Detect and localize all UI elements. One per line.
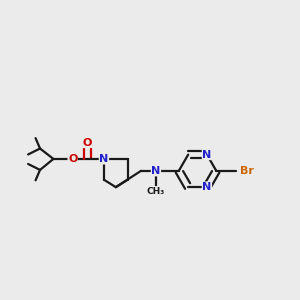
Text: N: N (151, 166, 160, 176)
Text: N: N (99, 154, 109, 164)
Text: N: N (202, 182, 212, 192)
Text: Br: Br (240, 166, 254, 176)
Text: CH₃: CH₃ (147, 187, 165, 196)
Text: O: O (83, 138, 92, 148)
Text: N: N (202, 150, 212, 160)
Text: O: O (68, 154, 77, 164)
